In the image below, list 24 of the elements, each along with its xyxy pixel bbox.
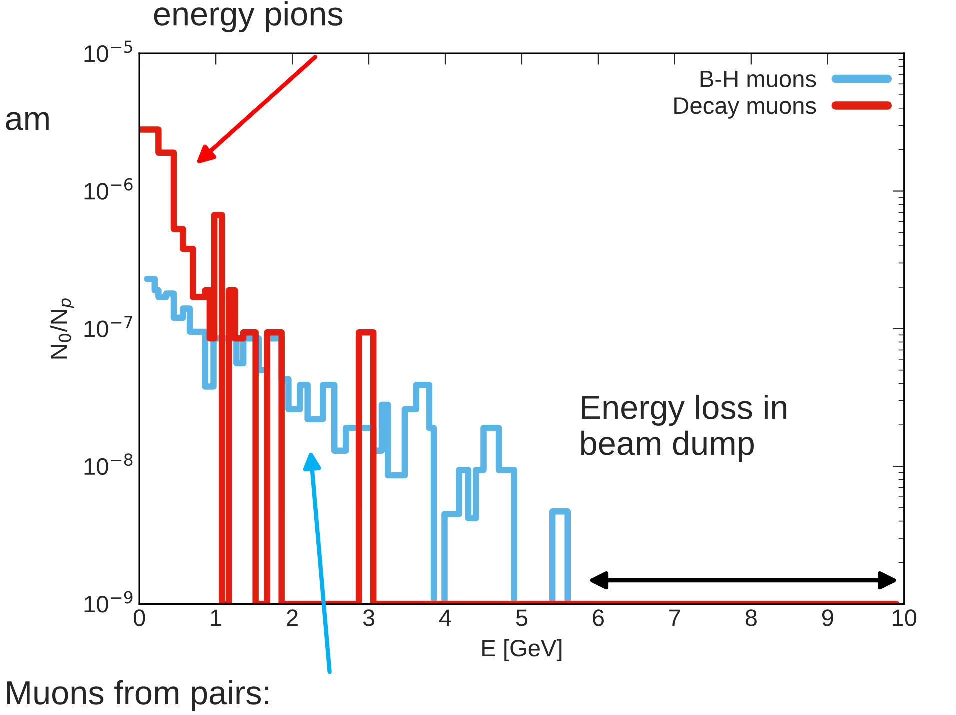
legend-label: B-H muons (700, 71, 816, 88)
text: am (6, 112, 49, 130)
x-tick-label: 4 (439, 610, 452, 626)
x-tick-label: 6 (593, 610, 604, 626)
y-axis-title: N$_{0}$/N$_{p}$ (50, 298, 75, 359)
y-tick-label: 10$^{−7}$ (84, 316, 132, 338)
y-tick-label: 10$^{−5}$ (84, 40, 132, 62)
y-tick-label: 10$^{−8}$ (84, 454, 133, 476)
text: Muons from pairs: (8, 680, 268, 712)
annotation: Energy loss in beam dump (581, 394, 787, 462)
x-tick-label: 1 (211, 610, 222, 626)
x-tick-label: 7 (670, 610, 680, 626)
x-tick-label: 3 (363, 610, 375, 626)
legend-label: Decay muons (674, 98, 816, 119)
x-tick-label: 9 (822, 610, 834, 626)
x-tick-label: 5 (516, 610, 528, 626)
x-tick-label: 10 (893, 610, 917, 626)
x-tick-label: 0 (134, 610, 146, 626)
x-tick-label: 2 (287, 610, 298, 626)
y-tick-label: 10$^{−6}$ (84, 178, 133, 200)
text: energy pions (154, 1, 343, 33)
x-tick-label: 8 (746, 610, 757, 626)
y-tick-label: 10$^{−9}$ (84, 591, 133, 613)
x-axis-title: E [GeV] (482, 639, 562, 662)
